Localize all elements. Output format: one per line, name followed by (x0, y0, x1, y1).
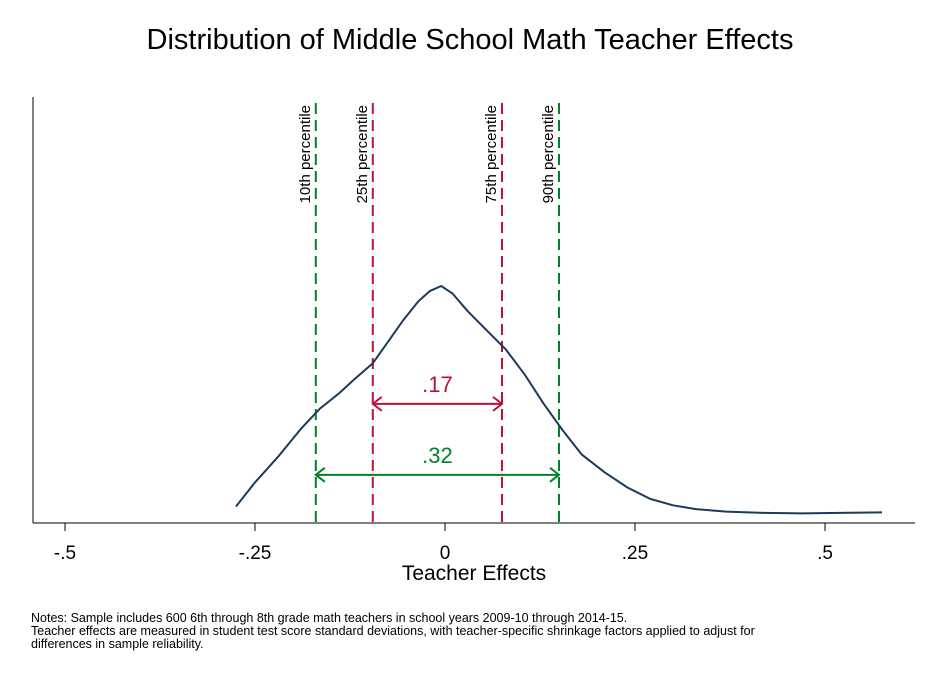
percentile-lines: 10th percentile 25th percentile 75th perce… (297, 103, 560, 523)
range-arrow: .17 (371, 372, 504, 412)
axes (32, 97, 915, 524)
x-tick-label: -.25 (239, 543, 272, 564)
x-tick-label: 0 (440, 543, 451, 564)
range-label: .32 (422, 443, 453, 468)
note-line: Notes: Sample includes 600 6th through 8… (31, 611, 628, 625)
x-axis-label: Teacher Effects (401, 562, 547, 585)
x-tick-label: -.5 (54, 543, 76, 564)
x-tick-label: .25 (622, 543, 648, 564)
density-series (235, 285, 883, 515)
note-line: Teacher effects are measured in student … (31, 624, 755, 638)
density-line (235, 285, 883, 515)
range-arrow: .32 (314, 443, 561, 483)
percentile-label: 10th percentile (297, 105, 314, 203)
range-arrow-head (371, 396, 383, 412)
range-label: .17 (422, 372, 453, 397)
x-axis-ticks: -.5 -.25 0 .25 .5 (54, 523, 833, 564)
range-arrow-head (549, 467, 561, 483)
range-arrow-head (314, 467, 326, 483)
x-tick-label: .5 (817, 543, 833, 564)
range-annotations: .17 .32 (314, 372, 561, 483)
percentile-label: 75th percentile (483, 105, 500, 203)
chart-title: Distribution of Middle School Math Teach… (146, 24, 794, 56)
range-arrow-head (492, 396, 504, 412)
percentile-label: 90th percentile (540, 105, 557, 203)
note-line: differences in sample reliability. (31, 637, 204, 651)
percentile-label: 25th percentile (354, 105, 371, 203)
chart-notes: Notes: Sample includes 600 6th through 8… (31, 612, 911, 651)
